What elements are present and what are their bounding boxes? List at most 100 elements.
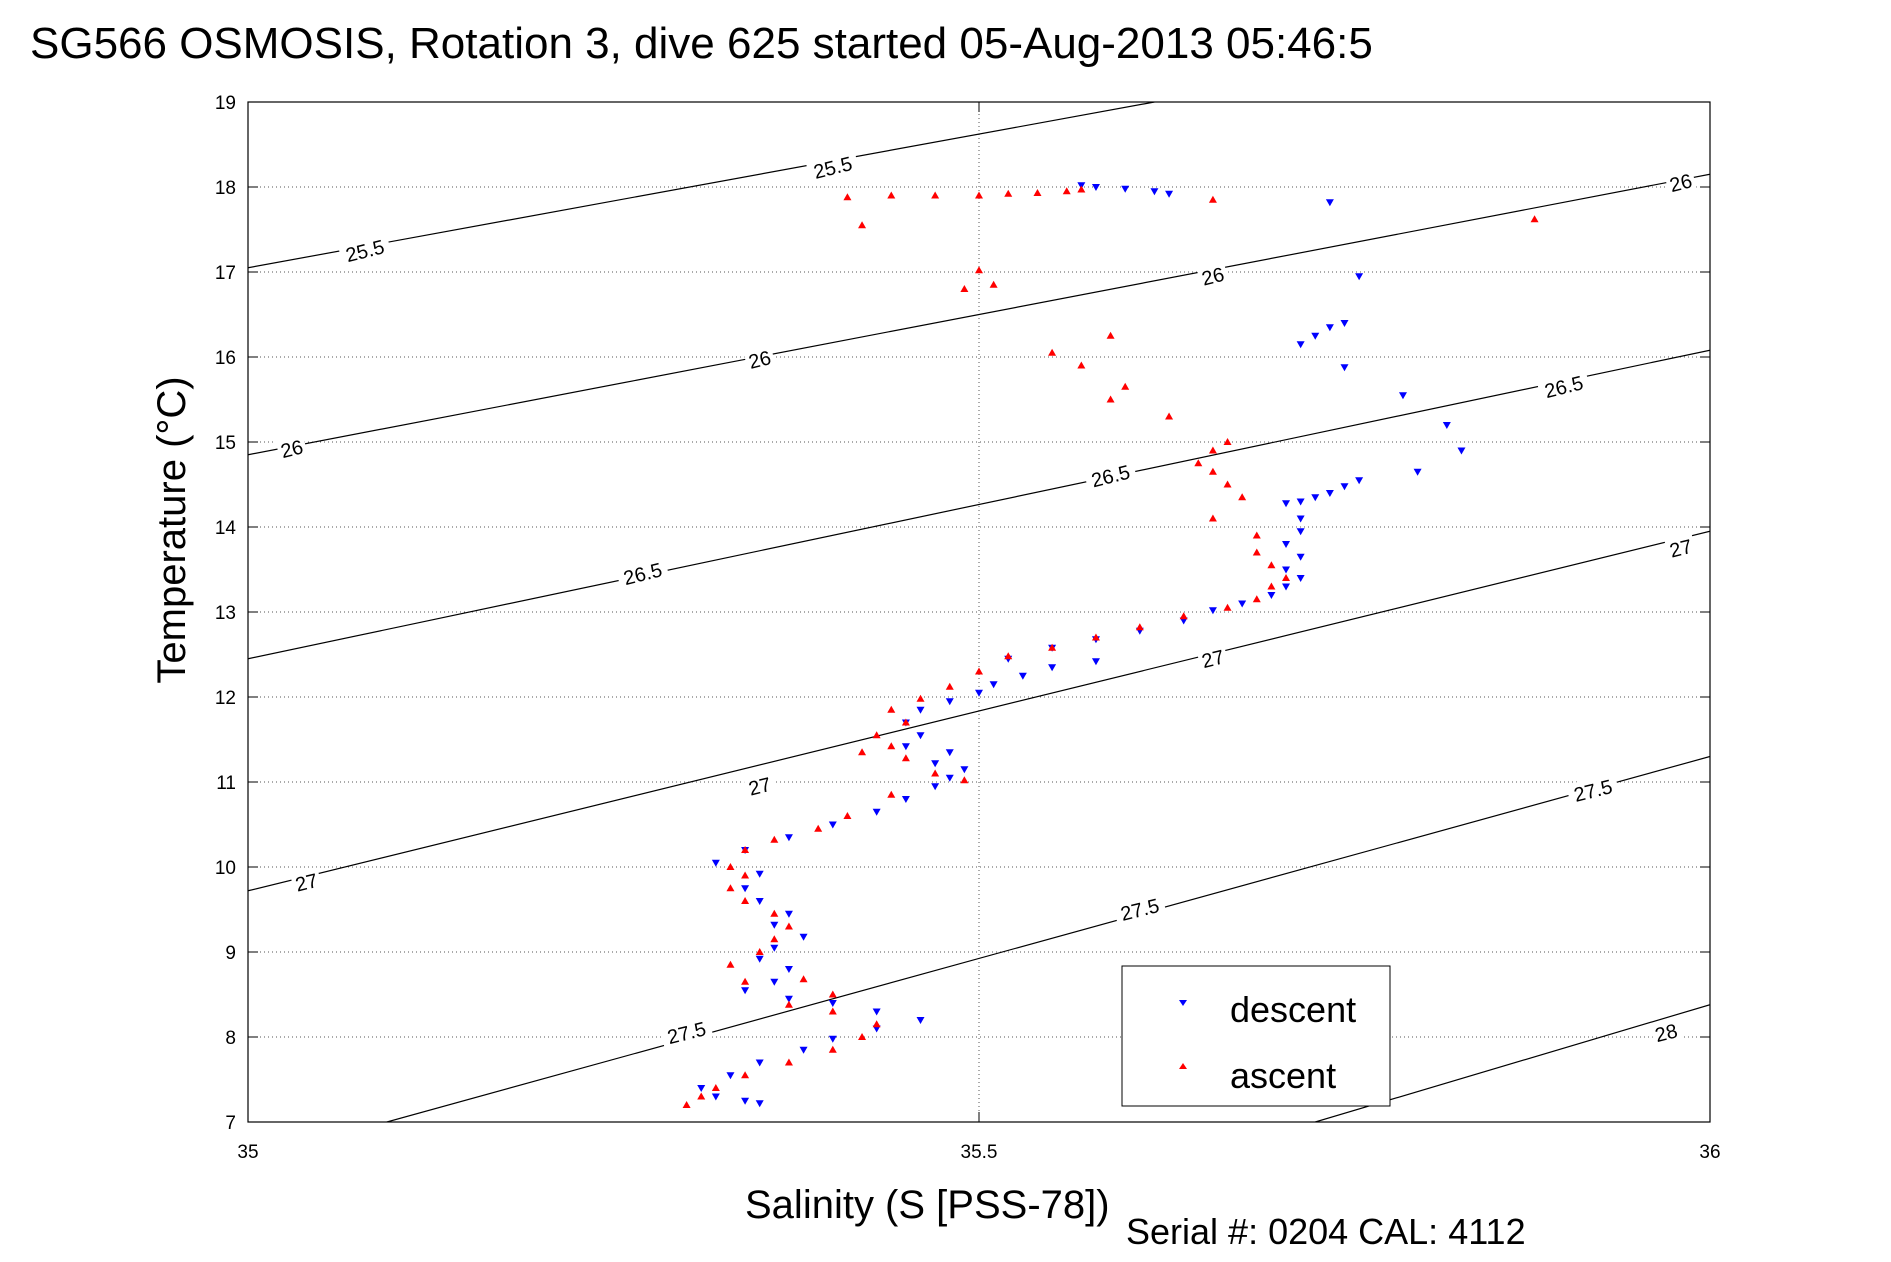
- data-point-descent: [755, 1059, 764, 1067]
- data-point-descent: [1340, 483, 1349, 491]
- data-point-descent: [1282, 566, 1291, 574]
- data-point-ascent: [975, 191, 983, 199]
- data-point-descent: [741, 1097, 750, 1105]
- data-point-descent: [755, 1100, 764, 1108]
- data-point-descent: [741, 987, 750, 995]
- data-point-descent: [1311, 494, 1320, 502]
- legend: descent ascent: [1121, 965, 1391, 1107]
- contour-label-bg: [1112, 891, 1167, 926]
- contour-label-bg: [743, 771, 776, 800]
- contour-label: 27: [1200, 646, 1227, 673]
- density-contour-26.5: [248, 349, 1710, 660]
- data-point-descent: [931, 783, 940, 791]
- y-tick-label: 8: [225, 1028, 236, 1049]
- x-tick-label: 36: [1699, 1142, 1720, 1163]
- contour-label-bg: [1565, 772, 1620, 807]
- contour-label: 27.5: [1572, 776, 1615, 807]
- serial-cal-footer: Serial #: 0204 CAL: 4112: [1126, 1211, 1526, 1252]
- legend-label-descent: descent: [1230, 989, 1356, 1030]
- data-point-ascent: [931, 769, 940, 777]
- contour-label-bg: [289, 867, 323, 896]
- contour-label: 26.5: [621, 559, 664, 590]
- data-point-ascent: [682, 1101, 691, 1108]
- y-tick-label: 12: [215, 688, 236, 709]
- data-point-descent: [1296, 575, 1305, 582]
- data-point-descent: [1340, 364, 1349, 372]
- contour-label-bg: [1196, 643, 1229, 672]
- y-tick-label: 11: [216, 773, 236, 794]
- data-point-ascent: [1179, 612, 1188, 620]
- contour-label: 25.5: [344, 236, 387, 267]
- data-point-ascent: [1077, 185, 1086, 193]
- data-point-descent: [741, 885, 750, 893]
- contour-label-bg: [1664, 533, 1697, 562]
- data-point-ascent: [1252, 548, 1261, 556]
- data-point-descent: [1340, 320, 1349, 327]
- y-tick-label: 10: [215, 858, 236, 879]
- data-point-descent: [799, 933, 808, 941]
- data-point-descent: [945, 698, 954, 706]
- y-tick-label: 19: [215, 93, 236, 114]
- data-point-descent: [1355, 273, 1364, 281]
- data-point-ascent: [901, 754, 910, 762]
- contour-label: 27.5: [1119, 895, 1162, 926]
- plot-area: 25.5 25.5 26 26 26 26 26.5 26.5 26.5 27 27 27 27 27.5…: [215, 93, 1721, 1163]
- x-tick-label: 35.5: [961, 1142, 998, 1163]
- data-point-ascent: [784, 922, 793, 930]
- data-point-ascent: [1194, 459, 1203, 467]
- data-point-descent: [901, 743, 910, 751]
- contour-label: 27: [293, 870, 320, 897]
- data-point-ascent: [741, 977, 750, 985]
- contour-label-bg: [805, 149, 860, 184]
- density-contour-25.5: [248, 102, 1155, 269]
- data-point-descent: [1442, 422, 1451, 429]
- legend-marker-ascent: [1179, 1063, 1187, 1069]
- data-point-ascent: [843, 193, 852, 201]
- data-point-ascent: [726, 863, 735, 870]
- data-point-ascent: [916, 694, 925, 702]
- data-point-descent: [828, 821, 837, 829]
- contour-label-bg: [1083, 458, 1138, 492]
- data-point-ascent: [858, 221, 867, 229]
- contour-label-bg: [615, 556, 670, 590]
- contour-label: 26.5: [1089, 462, 1132, 493]
- data-point-ascent: [872, 731, 881, 739]
- contour-label: 27: [746, 774, 773, 801]
- data-point-ascent: [814, 824, 823, 832]
- contour-label-bg: [743, 344, 776, 373]
- data-point-ascent: [1208, 195, 1217, 203]
- data-point-descent: [1413, 468, 1422, 476]
- data-point-ascent: [828, 990, 837, 998]
- data-point-descent: [1398, 392, 1407, 400]
- data-point-ascent: [975, 667, 983, 675]
- data-point-ascent: [799, 975, 808, 983]
- data-point-descent: [916, 706, 925, 714]
- y-tick-label: 15: [215, 433, 236, 454]
- data-point-descent: [1325, 324, 1334, 332]
- data-point-descent: [1325, 199, 1334, 207]
- y-tick-label: 17: [215, 263, 236, 284]
- legend-box: [1121, 965, 1391, 1107]
- data-point-ascent: [784, 1058, 793, 1066]
- data-point-ascent: [1223, 603, 1232, 611]
- data-point-ascent: [1208, 446, 1217, 454]
- data-point-descent: [784, 910, 793, 918]
- x-tick-label: 35: [237, 1142, 258, 1163]
- y-tick-label: 18: [215, 178, 236, 199]
- y-tick-label: 9: [225, 943, 236, 964]
- data-point-ascent: [1048, 348, 1057, 356]
- legend-label-ascent: ascent: [1230, 1055, 1336, 1096]
- data-point-descent: [726, 1072, 735, 1080]
- data-point-descent: [711, 1093, 720, 1101]
- data-point-ascent: [1223, 480, 1232, 488]
- data-point-descent: [1282, 500, 1291, 508]
- data-point-descent: [755, 898, 764, 905]
- data-point-descent: [945, 774, 954, 782]
- contour-label: 26: [279, 436, 306, 463]
- data-point-descent: [697, 1085, 706, 1092]
- data-point-descent: [872, 1008, 881, 1016]
- data-point-ascent: [770, 835, 779, 843]
- data-point-descent: [1296, 515, 1305, 523]
- data-point-descent: [1150, 188, 1159, 196]
- contour-label-bg: [1196, 261, 1229, 290]
